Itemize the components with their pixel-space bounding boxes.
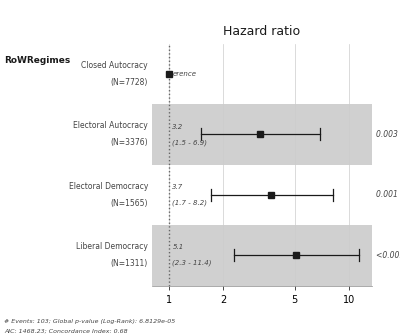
Text: (N=1565): (N=1565) [110,199,148,208]
Text: <0.001 ***: <0.001 *** [376,251,400,260]
Text: Electoral Democracy: Electoral Democracy [69,182,148,191]
Text: (1.7 - 8.2): (1.7 - 8.2) [172,200,208,206]
Text: 3.2: 3.2 [172,124,184,130]
Text: (N=3376): (N=3376) [110,138,148,147]
Text: Electoral Autocracy: Electoral Autocracy [73,122,148,130]
Text: Liberal Democracy: Liberal Democracy [76,243,148,251]
Bar [152,225,372,286]
Text: 0.001 **: 0.001 ** [376,191,400,199]
Text: (N=1311): (N=1311) [111,259,148,268]
Text: Closed Autocracy: Closed Autocracy [81,61,148,70]
Text: 0.003 **: 0.003 ** [376,130,400,139]
Text: 3.7: 3.7 [172,184,184,190]
Text: (N=7728): (N=7728) [111,78,148,87]
Text: (2.3 - 11.4): (2.3 - 11.4) [172,260,212,266]
Title: Hazard ratio: Hazard ratio [224,25,300,38]
Text: 5.1: 5.1 [172,245,184,251]
Bar [152,104,372,165]
Text: erence: erence [172,71,196,77]
Text: AIC: 1468.23; Concordance Index: 0.68: AIC: 1468.23; Concordance Index: 0.68 [4,329,128,334]
Text: RoWRegimes: RoWRegimes [4,56,70,65]
Text: (1.5 - 6.9): (1.5 - 6.9) [172,139,208,145]
Text: # Events: 103; Global p-value (Log-Rank): 6.8129e-05: # Events: 103; Global p-value (Log-Rank)… [4,319,175,324]
